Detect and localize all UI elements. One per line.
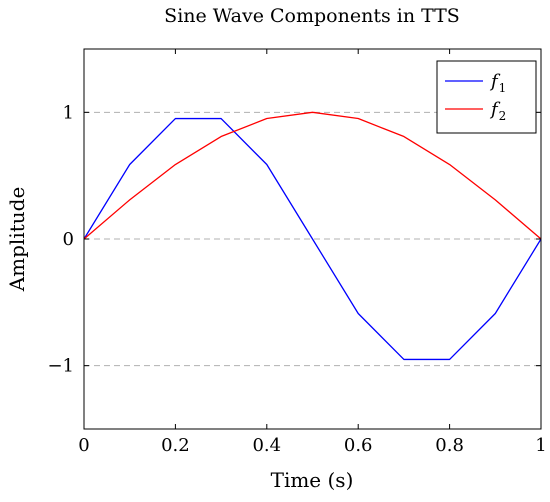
series-line-f2 (83, 111, 542, 240)
legend-label-subscript: 2 (499, 109, 507, 123)
y-tick-label: 1 (63, 102, 74, 123)
chart-title: Sine Wave Components in TTS (164, 5, 460, 27)
y-tick-label: −1 (47, 356, 74, 377)
legend-box (436, 60, 537, 134)
x-tick-label: 1 (535, 435, 546, 456)
x-tick-label: 0.4 (252, 435, 281, 456)
x-tick-label: 0.8 (435, 435, 464, 456)
x-tick-label: 0.6 (344, 435, 373, 456)
x-tick-label: 0.2 (161, 435, 190, 456)
x-tick-label: 0 (78, 435, 89, 456)
ticks: −1 0 1 0 0.2 0.4 0.6 0.8 1 (47, 49, 547, 456)
series-line-f1 (83, 117, 542, 361)
x-axis-title: Time (s) (271, 468, 354, 492)
series-layer (83, 111, 542, 361)
y-tick-label: 0 (63, 229, 74, 250)
y-axis-title: Amplitude (5, 187, 29, 293)
legend-label-subscript: 1 (499, 81, 507, 95)
